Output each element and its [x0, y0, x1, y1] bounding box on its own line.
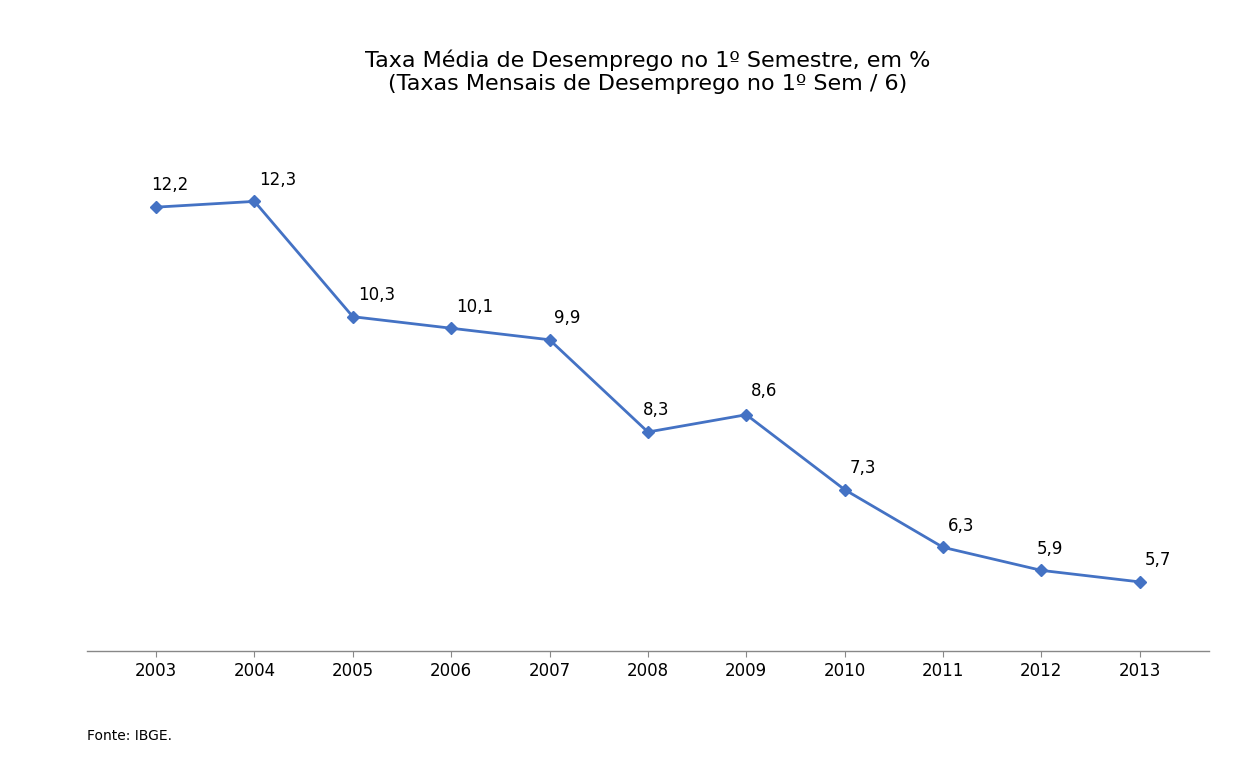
Text: 10,3: 10,3 [358, 286, 395, 304]
Text: Fonte: IBGE.: Fonte: IBGE. [87, 729, 172, 743]
Text: 9,9: 9,9 [554, 309, 581, 327]
Text: 8,3: 8,3 [643, 401, 669, 419]
Text: 7,3: 7,3 [850, 459, 876, 477]
Text: 10,1: 10,1 [456, 297, 493, 316]
Text: 8,6: 8,6 [751, 382, 778, 401]
Text: 12,3: 12,3 [259, 171, 297, 188]
Text: 5,9: 5,9 [1037, 540, 1063, 558]
Text: 5,7: 5,7 [1145, 552, 1171, 569]
Title: Taxa Média de Desemprego no 1º Semestre, em %
(Taxas Mensais de Desemprego no 1º: Taxa Média de Desemprego no 1º Semestre,… [365, 49, 931, 94]
Text: 6,3: 6,3 [948, 516, 974, 535]
Text: 12,2: 12,2 [151, 176, 188, 195]
